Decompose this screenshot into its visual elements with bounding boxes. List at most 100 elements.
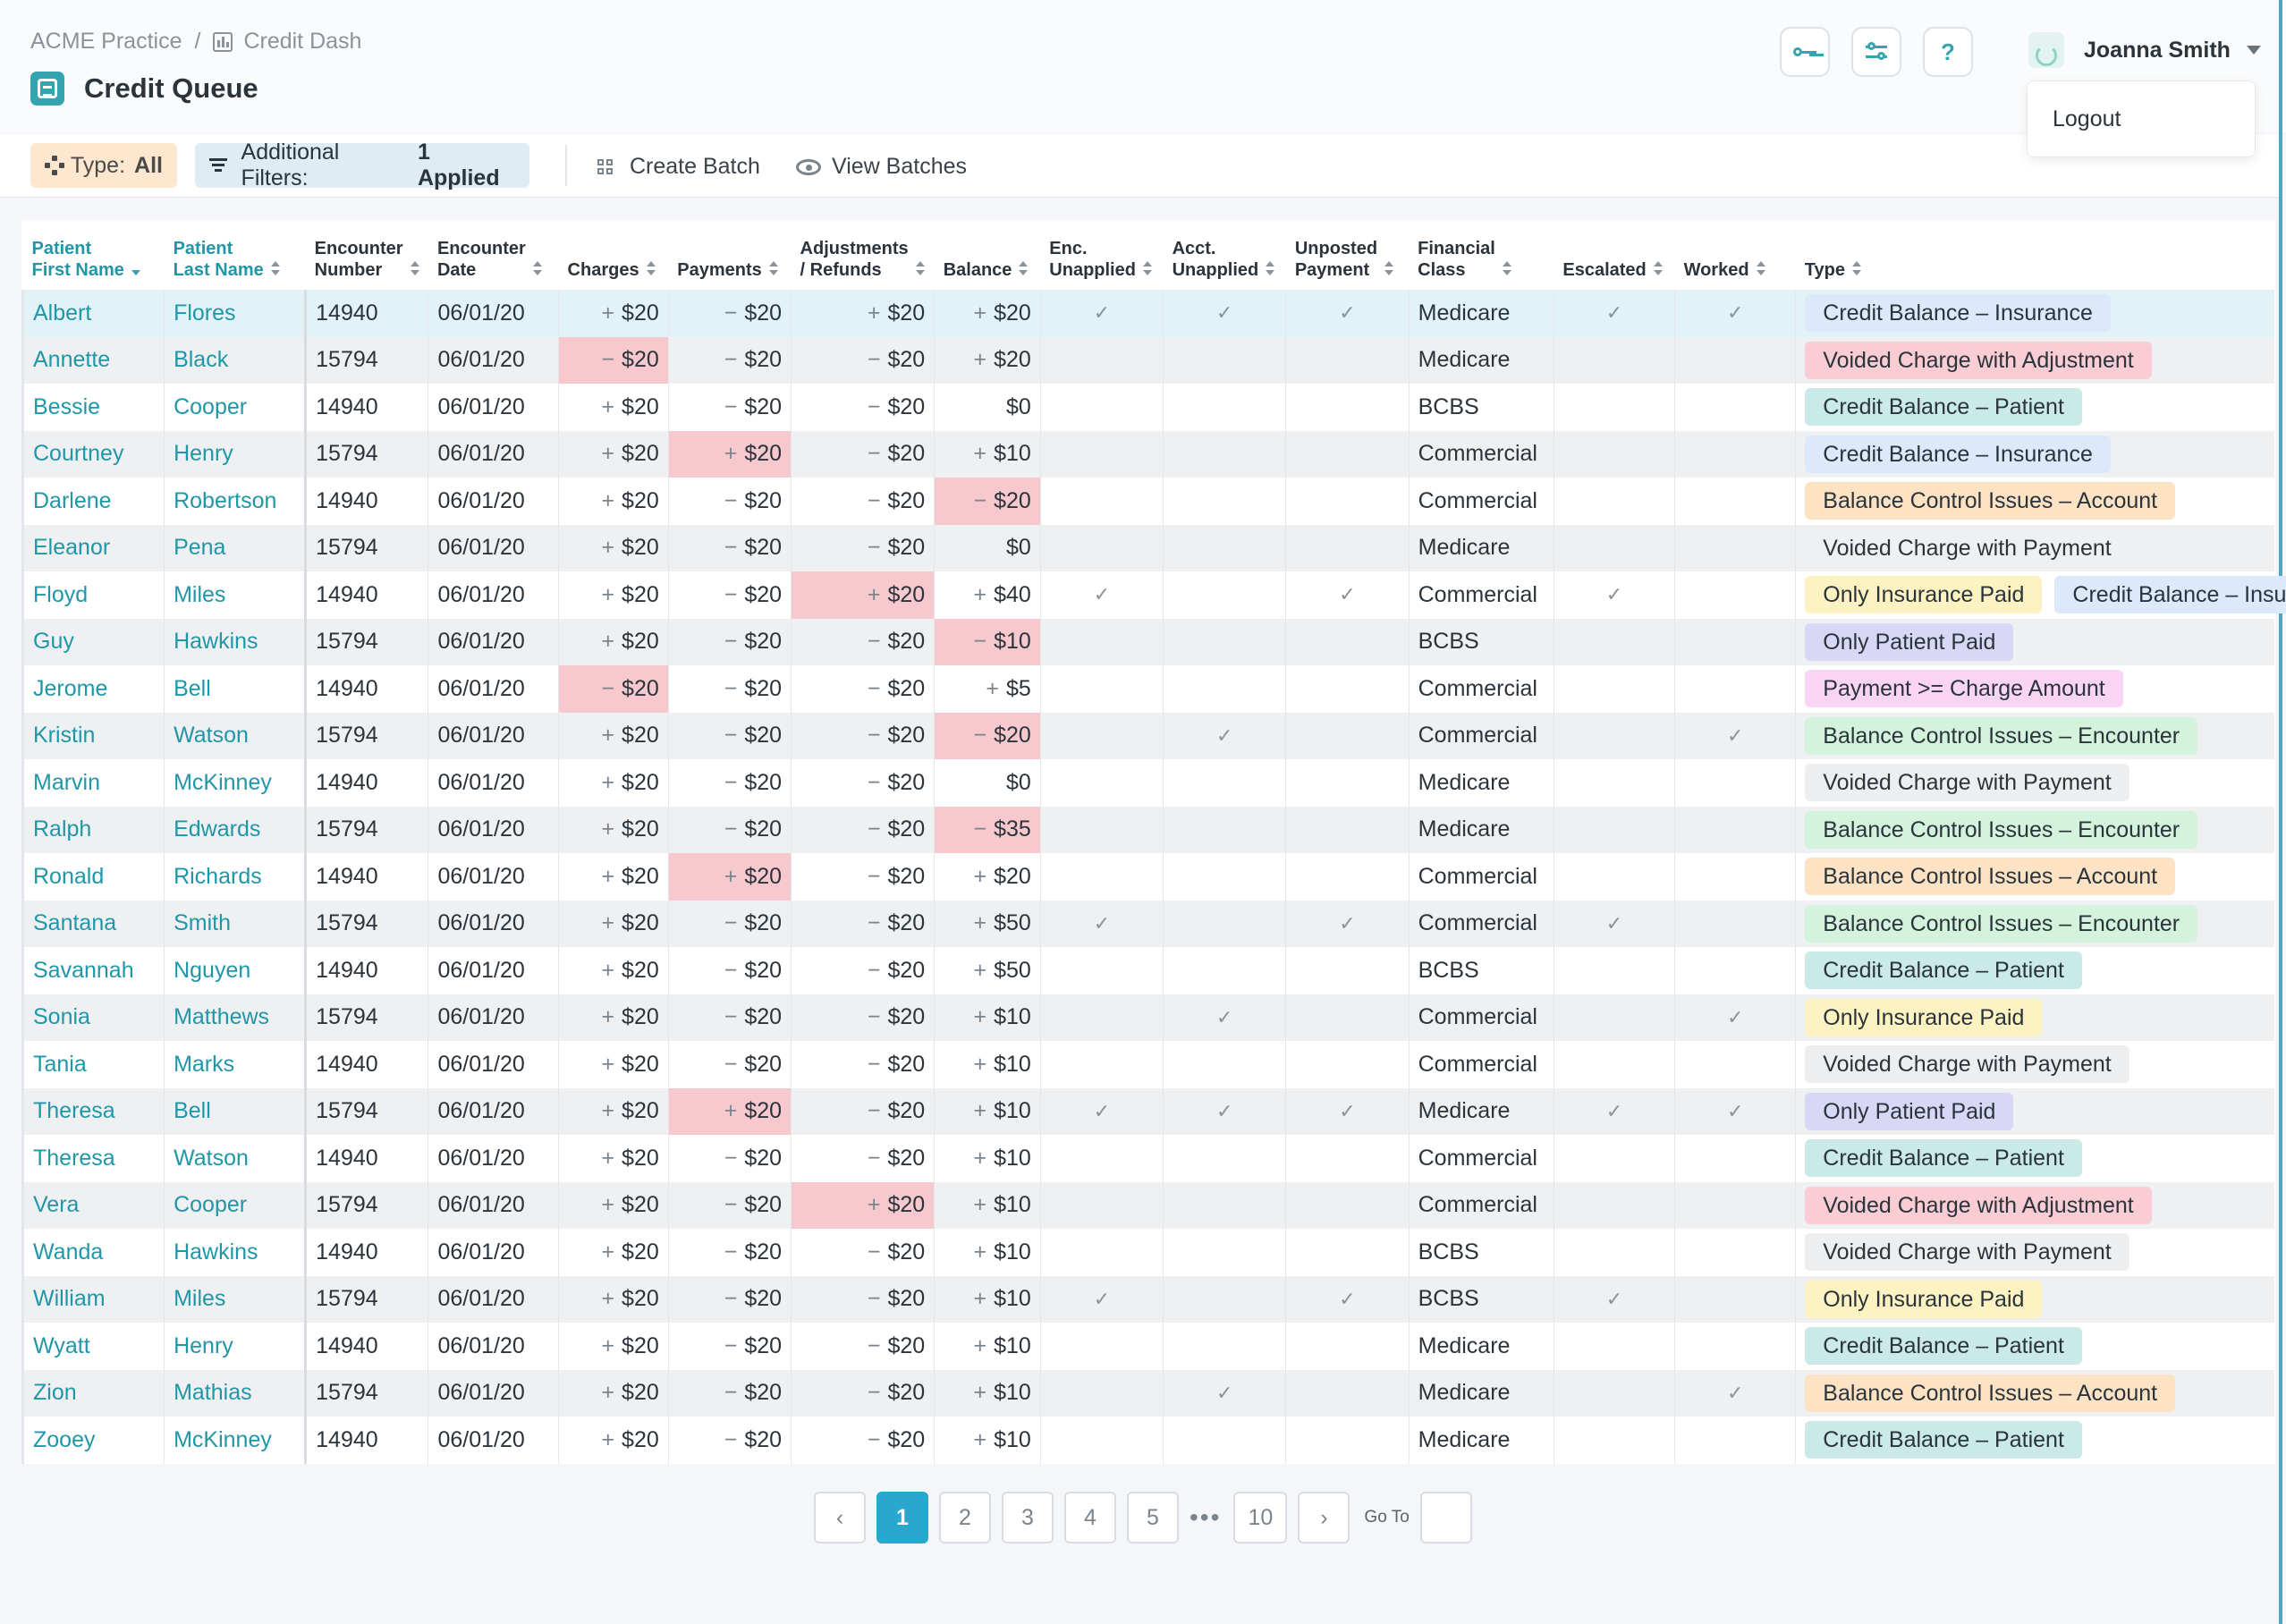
column-header[interactable]: Unposted Payment <box>1286 220 1409 290</box>
patient-last-name[interactable]: Miles <box>164 571 308 619</box>
sort-icon[interactable] <box>1019 261 1029 275</box>
next-page-button[interactable]: › <box>1298 1492 1350 1544</box>
patient-last-name[interactable]: Watson <box>164 1135 308 1182</box>
patient-first-name[interactable]: Savannah <box>21 947 165 994</box>
patient-last-name[interactable]: Henry <box>164 430 308 478</box>
column-header[interactable]: Type <box>1796 220 2274 290</box>
sort-icon[interactable] <box>1384 261 1394 275</box>
patient-first-name[interactable]: Wanda <box>21 1229 165 1276</box>
patient-last-name[interactable]: McKinney <box>164 759 308 807</box>
patient-first-name[interactable]: Ralph <box>21 806 165 853</box>
patient-first-name[interactable]: Annette <box>21 336 165 384</box>
table-row[interactable]: Kristin Watson 15794 06/01/20 + $20− $20− $20− $… <box>21 712 2274 759</box>
patient-first-name[interactable]: Eleanor <box>21 524 165 571</box>
goto-input[interactable] <box>1419 1492 1472 1544</box>
patient-last-name[interactable]: Miles <box>164 1275 308 1323</box>
patient-first-name[interactable]: Marvin <box>21 759 165 807</box>
sort-icon[interactable] <box>1756 261 1765 275</box>
type-filter-chip[interactable]: Type: All <box>30 143 177 188</box>
patient-last-name[interactable]: Watson <box>164 712 308 759</box>
sort-icon[interactable] <box>270 261 280 275</box>
patient-first-name[interactable]: Floyd <box>21 571 165 619</box>
sort-icon[interactable] <box>1142 261 1152 275</box>
patient-first-name[interactable]: Jerome <box>21 665 165 713</box>
sort-icon[interactable] <box>1653 261 1663 275</box>
column-header[interactable]: Acct. Unapplied <box>1164 220 1286 290</box>
create-batch-button[interactable]: Create Batch <box>597 154 760 180</box>
sort-icon[interactable] <box>1851 261 1861 275</box>
page-button-1[interactable]: 1 <box>876 1492 928 1544</box>
table-row[interactable]: Theresa Bell 15794 06/01/20 + $20 + $20− $20 + $10… <box>21 1087 2274 1135</box>
table-row[interactable]: Ralph Edwards 15794 06/01/20 + $20− $20− $20− $3… <box>21 806 2274 853</box>
table-row[interactable]: Annette Black 15794 06/01/20− $20− $20− $20 + $2… <box>21 336 2274 384</box>
patient-last-name[interactable]: Smith <box>164 900 308 947</box>
table-row[interactable]: Jerome Bell 14940 06/01/20− $20− $20− $20 + $5 Co… <box>21 665 2274 713</box>
table-row[interactable]: Floyd Miles 14940 06/01/20 + $20− $20 + $20 + $40 ✓… <box>21 571 2286 619</box>
patient-first-name[interactable]: Wyatt <box>21 1323 165 1370</box>
page-button-5[interactable]: 5 <box>1127 1492 1179 1544</box>
patient-first-name[interactable]: Darlene <box>21 478 165 525</box>
column-header[interactable]: Patient Last Name <box>165 220 306 290</box>
patient-last-name[interactable]: Pena <box>164 524 308 571</box>
table-row[interactable]: Marvin McKinney 14940 06/01/20 + $20− $20− $20 $… <box>21 759 2274 807</box>
patient-last-name[interactable]: Nguyen <box>164 947 308 994</box>
sort-icon[interactable] <box>646 261 656 275</box>
column-header[interactable]: Payments <box>668 220 791 290</box>
patient-last-name[interactable]: Matthews <box>164 994 308 1041</box>
patient-last-name[interactable]: Robertson <box>164 478 308 525</box>
patient-first-name[interactable]: Ronald <box>21 853 165 901</box>
patient-first-name[interactable]: Santana <box>21 900 165 947</box>
patient-last-name[interactable]: Edwards <box>164 806 308 853</box>
sort-desc-icon[interactable] <box>131 261 140 275</box>
user-menu[interactable]: Joanna Smith <box>2028 32 2261 68</box>
patient-last-name[interactable]: Henry <box>164 1323 308 1370</box>
patient-last-name[interactable]: McKinney <box>164 1417 308 1464</box>
column-header[interactable]: Escalated <box>1554 220 1674 290</box>
patient-first-name[interactable]: Zion <box>21 1369 165 1417</box>
page-button-10[interactable]: 10 <box>1233 1492 1288 1544</box>
page-button-4[interactable]: 4 <box>1064 1492 1116 1544</box>
patient-first-name[interactable]: Vera <box>21 1181 165 1229</box>
table-row[interactable]: Courtney Henry 15794 06/01/20 + $20 + $20− $20 + $… <box>21 430 2274 478</box>
table-row[interactable]: Bessie Cooper 14940 06/01/20 + $20− $20− $20 $0 B… <box>21 384 2274 431</box>
patient-first-name[interactable]: Sonia <box>21 994 165 1041</box>
column-header[interactable]: Patient First Name <box>23 220 165 290</box>
table-row[interactable]: Wanda Hawkins 14940 06/01/20 + $20− $20− $20 + $1… <box>21 1229 2274 1276</box>
patient-first-name[interactable]: Zooey <box>21 1417 165 1464</box>
sort-icon[interactable] <box>410 261 419 275</box>
patient-first-name[interactable]: Tania <box>21 1041 165 1088</box>
table-row[interactable]: Darlene Robertson 14940 06/01/20 + $20− $20− $2… <box>21 478 2274 525</box>
table-row[interactable]: Tania Marks 14940 06/01/20 + $20− $20− $20 + $10 C… <box>21 1041 2274 1088</box>
column-header[interactable]: Adjustments / Refunds <box>792 220 935 290</box>
key-button[interactable] <box>1780 27 1830 77</box>
table-row[interactable]: Ronald Richards 14940 06/01/20 + $20 + $20− $20 +… <box>21 853 2274 901</box>
column-header[interactable]: Encounter Date <box>428 220 559 290</box>
patient-last-name[interactable]: Cooper <box>164 1181 308 1229</box>
table-row[interactable]: Theresa Watson 14940 06/01/20 + $20− $20− $20 + $… <box>21 1135 2274 1182</box>
patient-first-name[interactable]: Bessie <box>21 384 165 431</box>
patient-first-name[interactable]: Courtney <box>21 430 165 478</box>
patient-first-name[interactable]: Kristin <box>21 712 165 759</box>
patient-last-name[interactable]: Black <box>164 336 308 384</box>
table-row[interactable]: Vera Cooper 15794 06/01/20 + $20− $20 + $20 + $10 C… <box>21 1181 2274 1229</box>
page-button-3[interactable]: 3 <box>1002 1492 1054 1544</box>
patient-last-name[interactable]: Flores <box>164 290 308 337</box>
sort-icon[interactable] <box>532 261 542 275</box>
patient-last-name[interactable]: Bell <box>164 1087 308 1135</box>
patient-first-name[interactable]: Guy <box>21 618 165 665</box>
table-row[interactable]: Eleanor Pena 15794 06/01/20 + $20− $20− $20 $0 Me… <box>21 524 2274 571</box>
column-header[interactable]: Worked <box>1675 220 1796 290</box>
sort-icon[interactable] <box>1266 261 1275 275</box>
table-row[interactable]: Santana Smith 15794 06/01/20 + $20− $20− $20 + $5… <box>21 900 2274 947</box>
settings-sliders-button[interactable] <box>1851 27 1901 77</box>
patient-first-name[interactable]: Albert <box>21 290 165 337</box>
column-header[interactable]: Balance <box>935 220 1041 290</box>
additional-filters-chip[interactable]: Additional Filters: 1 Applied <box>195 140 529 190</box>
prev-page-button[interactable]: ‹ <box>814 1492 866 1544</box>
patient-first-name[interactable]: Theresa <box>21 1135 165 1182</box>
patient-first-name[interactable]: Theresa <box>21 1087 165 1135</box>
sort-icon[interactable] <box>1502 261 1511 275</box>
patient-last-name[interactable]: Bell <box>164 665 308 713</box>
page-button-2[interactable]: 2 <box>939 1492 991 1544</box>
patient-last-name[interactable]: Hawkins <box>164 1229 308 1276</box>
